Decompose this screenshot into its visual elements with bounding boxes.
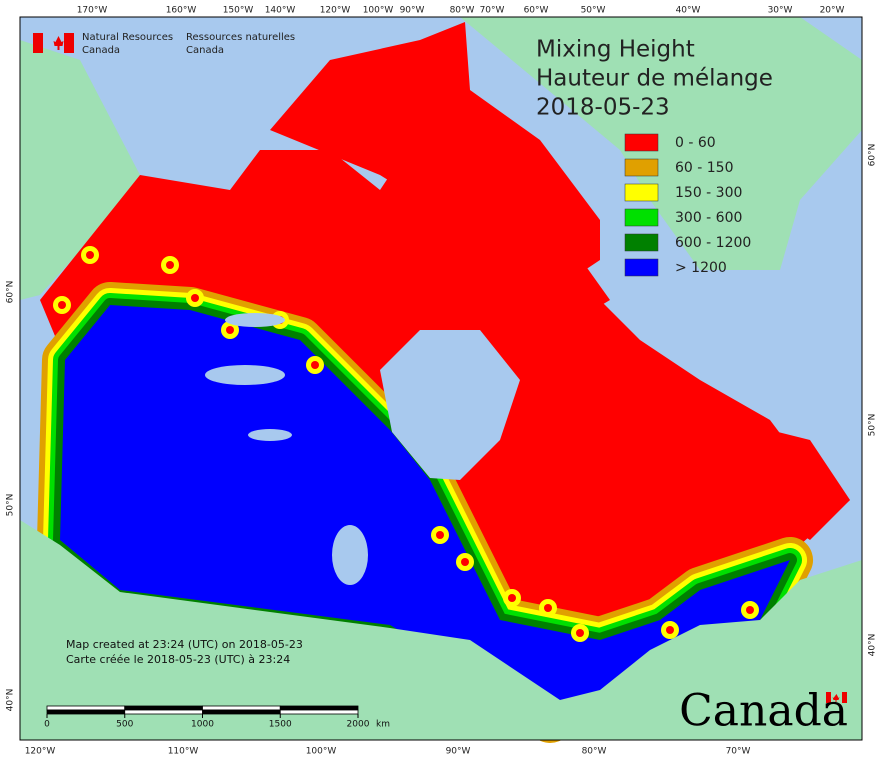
graticule-label: 50°N [868,414,878,437]
scale-label: 1000 [191,720,214,730]
graticule-label: 110°W [168,747,199,757]
graticule-label: 20°W [820,6,845,16]
lake [248,429,292,441]
flag-bar [826,692,831,703]
graticule-label: 90°W [446,747,471,757]
wordmark: Canada [679,686,848,737]
spot-core [666,626,674,634]
spot-core [436,531,444,539]
usa [20,520,862,740]
spot-core [746,606,754,614]
region-south [60,305,790,720]
legend-swatch [624,183,659,202]
legend-label: 600 - 1200 [675,235,751,251]
scale-label: 500 [116,720,133,730]
graticule-label: 40°N [6,689,16,712]
spot-core [576,629,584,637]
spot-core [58,301,66,309]
flag-bar [33,33,43,53]
title: 2018-05-23 [536,95,670,121]
wordmark-flag [826,692,847,703]
spot-core [166,261,174,269]
spot-core [86,251,94,259]
graticule-label: 50°N [6,494,16,517]
flag-bar [64,33,74,53]
newfoundland [770,430,850,540]
graticule-label: 60°N [6,281,16,304]
footer-text: Map created at 23:24 (UTC) on 2018-05-23 [66,638,303,651]
scale-label: 1500 [269,720,292,730]
greenland [460,17,862,270]
header-text: Natural Resources [82,32,173,43]
title: Hauteur de mélange [536,66,773,92]
maple-leaf [832,694,840,702]
legend-label: 60 - 150 [675,160,734,176]
logo [33,33,74,53]
scale-label: 0 [44,720,50,730]
legend-swatch [624,158,659,177]
graticule-label: 50°W [581,6,606,16]
lake [332,525,368,585]
scale-segment [124,705,203,711]
land-layer [20,17,862,743]
lake [225,313,285,327]
scale-bar: 0 500 1000 1500 2000 km [44,705,390,730]
graticule-label: 100°W [363,6,394,16]
lake [205,365,285,385]
spot-core [311,361,319,369]
footer-text: Carte créée le 2018-05-23 (UTC) à 23:24 [66,653,290,666]
graticule-label: 170°W [77,6,108,16]
spot-core [544,604,552,612]
scale-label: 2000 [347,720,370,730]
graticule-label: 120°W [25,747,56,757]
header-text: Ressources naturelles [186,32,295,43]
graticule-label: 40°W [676,6,701,16]
spot-core [191,294,199,302]
graticule-label: 30°W [768,6,793,16]
legend-label: > 1200 [675,260,727,276]
scale-segment [46,709,126,715]
scale-unit: km [376,720,390,730]
flag-bar [842,692,847,703]
scale-segment [202,705,281,711]
scale-segment [46,705,126,711]
scale-segment [279,709,359,715]
graticule-label: 150°W [223,6,254,16]
hudson-bay [380,330,520,480]
spot-core [461,558,469,566]
legend-swatch [624,133,659,152]
spot-core [226,326,234,334]
title: Mixing Height [536,37,695,63]
spot-core [508,594,516,602]
legend-swatch [624,208,659,227]
graticule-label: 70°W [480,6,505,16]
graticule-label: 80°W [582,747,607,757]
graticule-label: 80°W [450,6,475,16]
scale-segment [202,709,281,715]
alaska [20,40,140,300]
scale-segment [124,709,203,715]
graticule-label: 90°W [400,6,425,16]
graticule-label: 60°W [524,6,549,16]
legend-label: 150 - 300 [675,185,742,201]
maple-leaf [53,36,64,50]
graticule-label: 70°W [726,747,751,757]
graticule-label: 100°W [306,747,337,757]
graticule-label: 140°W [265,6,296,16]
legend-label: 0 - 60 [675,135,716,151]
map-frame [19,16,863,741]
legend-swatch [624,233,659,252]
graticule-label: 120°W [320,6,351,16]
graticule-label: 160°W [166,6,197,16]
header-text: Canada [82,45,120,56]
legend-label: 300 - 600 [675,210,742,226]
graticule-label: 40°N [868,634,878,657]
graticule-label: 60°N [868,144,878,167]
legend-swatch [624,258,659,277]
baffin [430,180,610,330]
scale-segment [279,705,359,711]
header-text: Canada [186,45,224,56]
